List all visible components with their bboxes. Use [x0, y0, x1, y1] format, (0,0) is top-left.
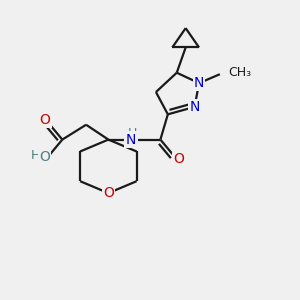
Text: O: O [40, 113, 50, 127]
Text: N: N [194, 76, 204, 90]
Text: N: N [189, 100, 200, 114]
Text: O: O [39, 150, 50, 164]
Text: H: H [128, 127, 137, 140]
Text: CH₃: CH₃ [228, 66, 251, 79]
Text: O: O [103, 186, 114, 200]
Text: O: O [173, 152, 184, 166]
Text: H: H [30, 149, 40, 162]
Text: N: N [125, 133, 136, 147]
